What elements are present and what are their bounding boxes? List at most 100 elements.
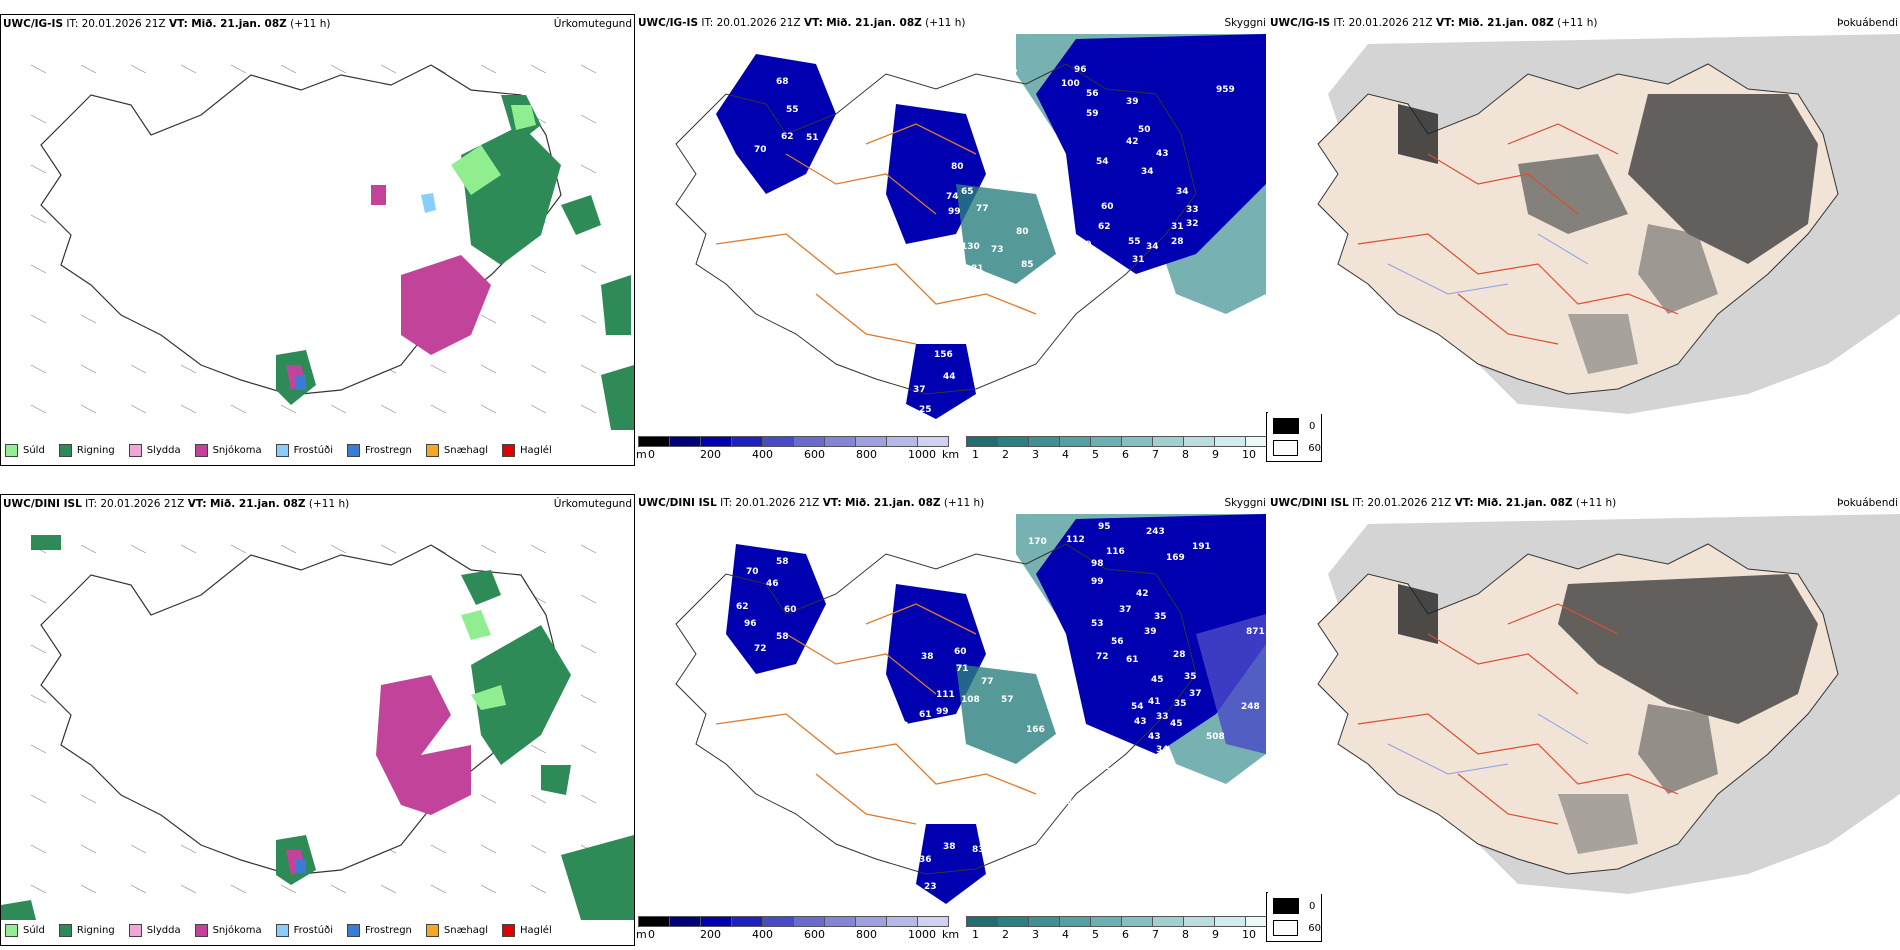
svg-text:99: 99 [936, 707, 949, 717]
svg-text:58: 58 [776, 557, 789, 567]
lead-time: (+11 h) [308, 498, 350, 510]
svg-text:80: 80 [1016, 227, 1029, 237]
svg-text:58: 58 [946, 260, 959, 270]
svg-text:62: 62 [736, 602, 749, 612]
init-time: IT: 20.01.2026 21Z [701, 17, 801, 29]
svg-text:36: 36 [1141, 759, 1154, 769]
init-time: IT: 20.01.2026 21Z [1352, 497, 1452, 509]
svg-text:77: 77 [981, 677, 994, 687]
cloud-panel-row2: UWC/DINI ISL IT: 20.01.2026 21Z VT: Mið.… [636, 494, 1266, 944]
fog-legend-item: 60 [1273, 917, 1321, 939]
valid-time: Mið. 21.jan. 08Z [1458, 17, 1554, 29]
svg-text:55: 55 [988, 837, 1001, 847]
svg-text:191: 191 [1192, 542, 1211, 552]
init-time: IT: 20.01.2026 21Z [720, 497, 820, 509]
precip-map [1, 35, 634, 440]
svg-text:72: 72 [1096, 652, 1109, 662]
colorbar-segment [1152, 916, 1184, 927]
precip-type-title: Úrkomutegund [553, 498, 632, 510]
svg-text:42: 42 [1126, 137, 1139, 147]
svg-text:58: 58 [776, 632, 789, 642]
colorbar-segment [1090, 916, 1122, 927]
precip-legend-item: Frostúði [275, 444, 333, 457]
colorbar-segment [855, 436, 887, 447]
colorbar-segment [762, 916, 794, 927]
legend-label: Snjókoma [212, 925, 262, 936]
svg-text:99: 99 [948, 207, 961, 217]
svg-text:170: 170 [1028, 537, 1047, 547]
panel-title: UWC/DINI ISL IT: 20.01.2026 21Z VT: Mið.… [3, 498, 350, 510]
svg-text:42: 42 [1136, 589, 1149, 599]
svg-text:80: 80 [951, 162, 964, 172]
cloudbase-colorbar [638, 916, 949, 927]
svg-text:35: 35 [1154, 612, 1167, 622]
svg-text:53: 53 [896, 721, 909, 731]
lead-time: (+11 h) [925, 17, 966, 29]
fog-swatch [1273, 418, 1299, 434]
svg-text:53: 53 [1091, 619, 1104, 629]
colorbar-tick: 1 [972, 448, 979, 461]
panel-title: UWC/IG-IS IT: 20.01.2026 21Z VT: Mið. 21… [1270, 17, 1598, 29]
svg-text:46: 46 [766, 579, 779, 589]
colorbar-tick: 600 [804, 928, 825, 941]
svg-text:37: 37 [1189, 689, 1202, 699]
svg-text:77: 77 [976, 204, 989, 214]
fog-legend-item: 60 [1273, 437, 1321, 459]
legend-label: Rigning [76, 925, 115, 936]
legend-label: Slydda [146, 445, 181, 456]
svg-text:83: 83 [972, 845, 985, 855]
fog-value: 0 [1309, 900, 1316, 912]
svg-text:38: 38 [943, 842, 956, 852]
svg-text:56: 56 [1111, 637, 1124, 647]
colorbar-segment [1121, 916, 1153, 927]
precip-legend-item: Slydda [128, 924, 181, 937]
legend-swatch [128, 444, 142, 457]
svg-text:34: 34 [1141, 167, 1154, 177]
svg-text:43: 43 [1156, 149, 1169, 159]
precip-legend-item: Snæhagl [425, 444, 488, 457]
fog-value: 0 [1309, 420, 1316, 432]
svg-text:100: 100 [1061, 79, 1080, 89]
precip-legend-item: Snæhagl [425, 924, 489, 937]
colorbar-segment [1245, 436, 1266, 447]
svg-text:61: 61 [919, 710, 932, 720]
colorbar-tick: 400 [752, 928, 773, 941]
colorbar-segment [855, 916, 887, 927]
svg-text:35: 35 [1174, 699, 1187, 709]
svg-text:47: 47 [1046, 205, 1059, 215]
colorbar-segment [824, 436, 856, 447]
colorbar-tick: 3 [1032, 448, 1039, 461]
cloud-title: Skyggni [1224, 497, 1267, 509]
precip-legend-item: Frostregn [347, 444, 412, 457]
fog-value: 60 [1308, 442, 1321, 454]
svg-text:55: 55 [1128, 237, 1141, 247]
svg-text:89: 89 [1079, 240, 1092, 250]
colorbar-tick: 4 [1062, 448, 1069, 461]
svg-text:37: 37 [913, 385, 926, 395]
colorbar-unit: m [636, 928, 647, 941]
colorbar-segment [762, 436, 794, 447]
svg-text:33: 33 [1156, 712, 1169, 722]
svg-text:98: 98 [1091, 559, 1104, 569]
colorbar-segment [1214, 916, 1246, 927]
svg-text:37: 37 [1119, 605, 1132, 615]
svg-text:32: 32 [1150, 270, 1163, 280]
legend-label: Snæhagl [443, 925, 489, 936]
svg-text:62: 62 [781, 132, 794, 142]
precip-legend-item: Haglél [502, 444, 552, 457]
svg-text:50: 50 [1138, 125, 1151, 135]
legend-label: Haglél [520, 925, 552, 936]
colorbar-segment [886, 436, 918, 447]
colorbar-segment [700, 916, 732, 927]
colorbar-tick: 3 [1032, 928, 1039, 941]
svg-text:25: 25 [919, 405, 932, 415]
svg-text:959: 959 [1216, 85, 1235, 95]
valid-time: Mið. 21.jan. 08Z [1476, 497, 1573, 509]
fog-swatch [1273, 898, 1299, 914]
legend-label: Frostúði [293, 445, 333, 456]
svg-text:34: 34 [1146, 242, 1159, 252]
svg-text:73: 73 [991, 245, 1004, 255]
cloud-panel-row1: UWC/IG-IS IT: 20.01.2026 21Z VT: Mið. 21… [636, 14, 1266, 464]
cloud-label-value: 68 [776, 77, 789, 87]
legend-label: Súld [23, 925, 45, 936]
